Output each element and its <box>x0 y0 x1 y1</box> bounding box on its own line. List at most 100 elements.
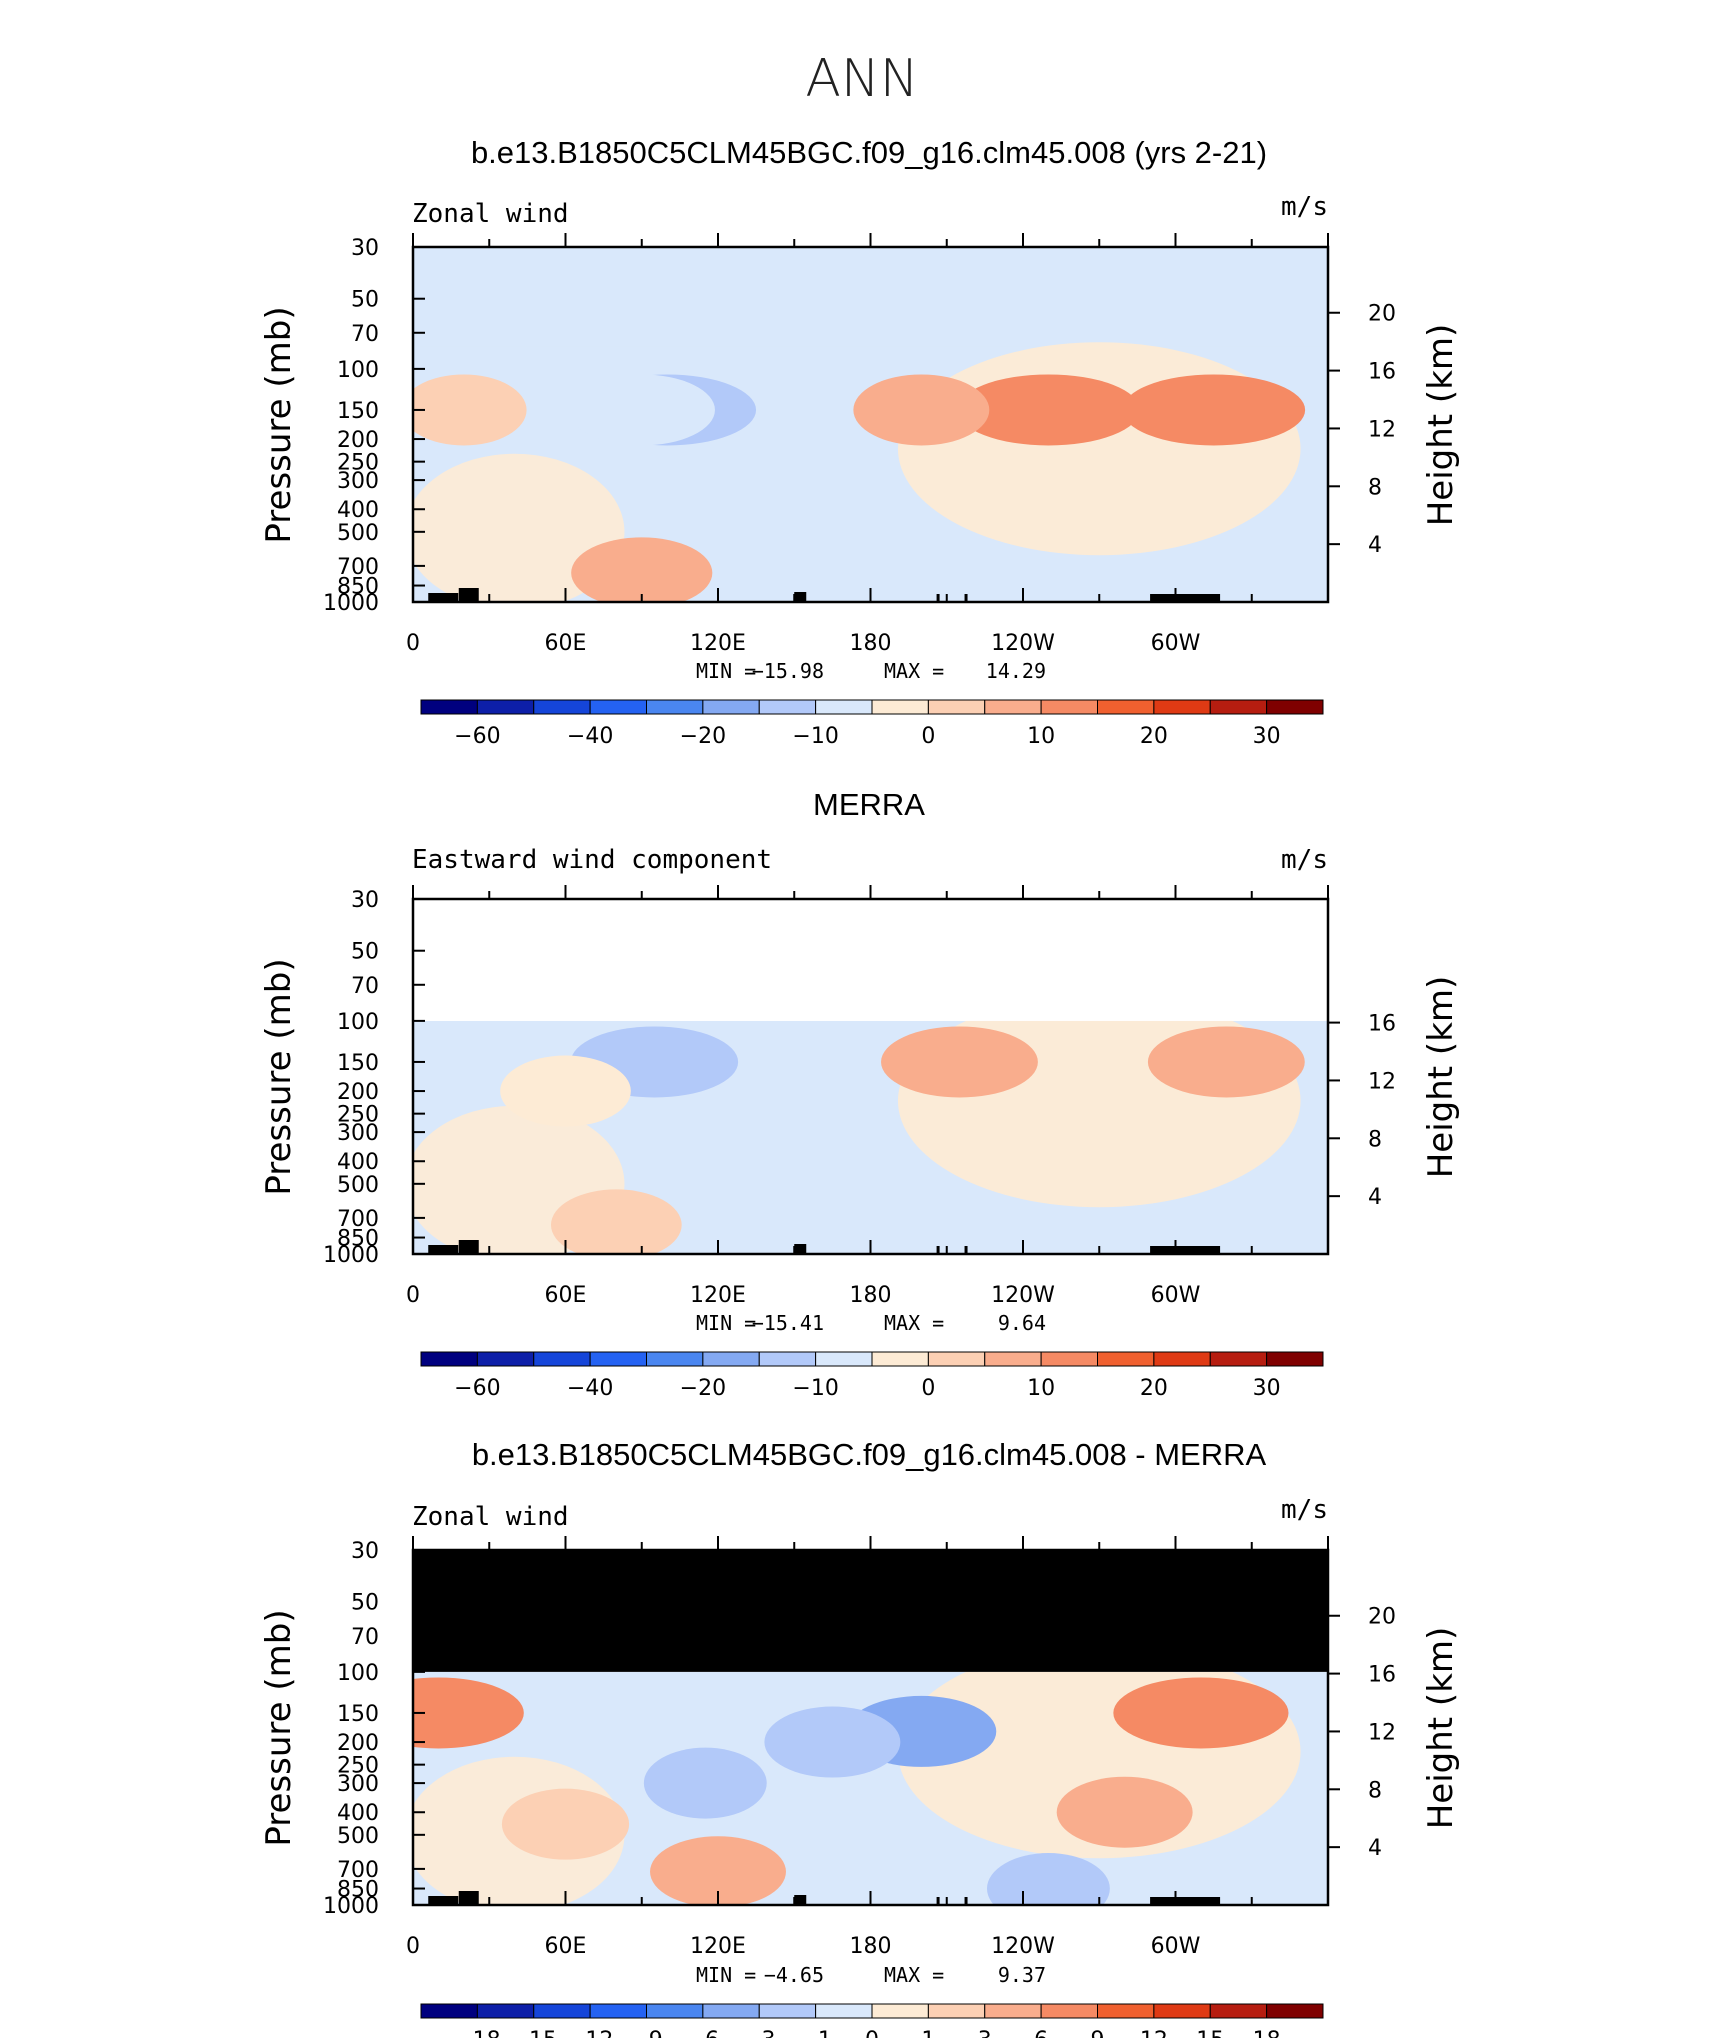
colorbar-swatch-15 <box>1266 2003 1324 2019</box>
panel-title: b.e13.B1850C5CLM45BGC.f09_g16.clm45.008 … <box>471 135 1267 170</box>
colorbar-swatch-11 <box>1040 1351 1098 1367</box>
y2-tick-label: 12 <box>1368 1069 1396 1094</box>
x-tick-label: 60W <box>1151 631 1201 656</box>
y-tick-label: 700 <box>337 1207 379 1232</box>
colorbar-swatch-10 <box>984 2003 1042 2019</box>
topography-bar-2 <box>794 592 807 602</box>
colorbar-label: 9 <box>1091 2028 1105 2038</box>
contour-cell-2 <box>764 1706 901 1778</box>
colorbar-swatch-7 <box>815 2003 873 2019</box>
min-value: −4.65 <box>764 1963 824 1987</box>
y-tick-label: 1000 <box>323 1243 379 1268</box>
x-tick-label: 120W <box>991 1934 1055 1959</box>
x-tick-label: 0 <box>406 1934 420 1959</box>
min-value: −15.41 <box>752 1311 824 1335</box>
y-tick-label: 500 <box>337 521 379 546</box>
colorbar-swatch-14 <box>1209 699 1268 715</box>
topography-bar-4 <box>964 1246 968 1254</box>
y2-tick-label: 20 <box>1368 1605 1396 1630</box>
contour-cell-4 <box>1113 1677 1289 1749</box>
y2-tick-label: 12 <box>1368 1720 1396 1745</box>
topography-bar-3 <box>936 594 940 602</box>
colorbar-label: 18 <box>1253 2028 1281 2038</box>
topography-bar-5 <box>1150 594 1221 602</box>
colorbar-swatch-5 <box>702 2003 760 2019</box>
y-tick-label: 70 <box>351 974 379 999</box>
y2-tick-label: 16 <box>1368 1663 1396 1688</box>
colorbar-swatch-2 <box>533 2003 591 2019</box>
colorbar-swatch-15 <box>1266 1351 1324 1367</box>
y2-tick-label: 4 <box>1368 1836 1382 1861</box>
min-label: MIN = <box>696 1963 756 1987</box>
colorbar-swatch-7 <box>815 1351 873 1367</box>
colorbar-label: −18 <box>454 2028 500 2038</box>
colorbar-swatch-8 <box>871 1351 929 1367</box>
y-tick-label: 30 <box>351 888 379 913</box>
colorbar-swatch-2 <box>533 1351 591 1367</box>
colorbar-label: 1 <box>921 2028 935 2038</box>
y2-tick-label: 8 <box>1368 1778 1382 1803</box>
colorbar-label: 10 <box>1027 1376 1055 1401</box>
colorbar-swatch-13 <box>1153 699 1211 715</box>
y-tick-label: 1000 <box>323 1894 379 1919</box>
colorbar-label: −12 <box>567 2028 613 2038</box>
colorbar-swatch-5 <box>702 1351 760 1367</box>
colorbar-swatch-4 <box>646 2003 704 2019</box>
y2-axis-label: Height (km) <box>1421 324 1461 527</box>
x-tick-label: 0 <box>406 1283 420 1308</box>
topography-bar-2 <box>794 1895 807 1905</box>
y-tick-label: 70 <box>351 1625 379 1650</box>
colorbar-swatch-11 <box>1040 2003 1098 2019</box>
colorbar-label: 30 <box>1253 1376 1281 1401</box>
y-tick-label: 250 <box>337 1754 379 1779</box>
contour-cell-4 <box>571 537 713 602</box>
colorbar-swatch-3 <box>589 2003 647 2019</box>
y2-tick-label: 20 <box>1368 302 1396 327</box>
colorbar-swatch-1 <box>476 2003 535 2019</box>
y-tick-label: 700 <box>337 555 379 580</box>
no-data-region <box>413 899 1328 1021</box>
colorbar-label: 0 <box>921 1376 935 1401</box>
colorbar-swatch-6 <box>758 699 817 715</box>
contour-cell-5 <box>501 1788 630 1860</box>
colorbar-label: −60 <box>454 724 500 749</box>
colorbar-label: −60 <box>454 1376 500 1401</box>
y-tick-label: 850 <box>337 1878 379 1903</box>
colorbar-swatch-9 <box>927 2003 986 2019</box>
masked-region <box>413 1550 1328 1672</box>
y-tick-label: 30 <box>351 1539 379 1564</box>
background-band <box>898 1020 1301 1208</box>
topography-bar-0 <box>428 1245 459 1254</box>
colorbar-swatch-14 <box>1209 1351 1268 1367</box>
colorbar-label: −10 <box>792 724 838 749</box>
colorbar-label: −20 <box>680 724 726 749</box>
colorbar-swatch-12 <box>1097 2003 1155 2019</box>
y-tick-label: 100 <box>337 1010 379 1035</box>
y-tick-label: 500 <box>337 1824 379 1849</box>
x-tick-label: 60W <box>1151 1934 1201 1959</box>
colorbar-label: −20 <box>680 1376 726 1401</box>
y-tick-label: 300 <box>337 1772 379 1797</box>
background-band <box>413 453 625 602</box>
topography-bar-3 <box>936 1246 940 1254</box>
colorbar-label: 20 <box>1140 1376 1168 1401</box>
y-tick-label: 50 <box>351 940 379 965</box>
y-tick-label: 300 <box>337 1121 379 1146</box>
y2-tick-label: 16 <box>1368 1012 1396 1037</box>
colorbar-swatch-13 <box>1153 1351 1211 1367</box>
colorbar-swatch-13 <box>1153 2003 1211 2019</box>
topography-bar-0 <box>428 1896 459 1905</box>
contour-cell-7 <box>650 1836 786 1906</box>
contour-cell-8 <box>986 1853 1110 1906</box>
colorbar-swatch-2 <box>533 699 591 715</box>
y-tick-label: 100 <box>337 1661 379 1686</box>
min-label: MIN = <box>696 1311 756 1335</box>
max-label: MAX = <box>884 659 944 683</box>
y-axis-label: Pressure (mb) <box>259 306 299 543</box>
min-value: −15.98 <box>752 659 824 683</box>
x-tick-label: 180 <box>850 631 892 656</box>
max-label: MAX = <box>884 1963 944 1987</box>
topography-bar-5 <box>1150 1897 1221 1905</box>
x-tick-label: 60E <box>545 1283 587 1308</box>
